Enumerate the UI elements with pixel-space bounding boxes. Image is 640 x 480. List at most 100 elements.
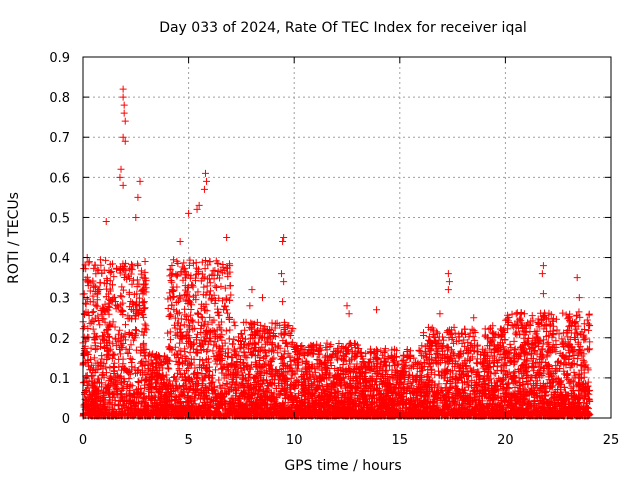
data-point — [342, 350, 350, 358]
data-point — [113, 302, 121, 310]
data-point — [397, 387, 405, 395]
data-point — [530, 396, 538, 404]
data-point — [217, 282, 225, 290]
data-point — [270, 332, 278, 340]
data-point — [302, 357, 310, 365]
data-point — [316, 342, 324, 350]
data-point — [575, 308, 583, 316]
data-point — [231, 322, 239, 330]
data-point — [220, 266, 228, 274]
data-point — [174, 360, 182, 368]
data-point — [106, 296, 114, 304]
data-point — [494, 387, 502, 395]
data-point — [261, 369, 269, 377]
data-point — [438, 387, 446, 395]
data-point — [121, 378, 129, 386]
data-point — [211, 282, 219, 290]
data-point — [186, 322, 194, 330]
data-point — [168, 278, 176, 286]
data-point — [89, 325, 97, 333]
data-point — [116, 350, 124, 358]
data-point — [516, 330, 524, 338]
data-point — [398, 393, 406, 401]
data-point — [197, 313, 205, 321]
data-point — [419, 331, 427, 339]
data-point — [106, 320, 114, 328]
data-point — [194, 318, 202, 326]
data-point — [98, 355, 106, 363]
data-point — [126, 354, 134, 362]
data-point — [132, 330, 140, 338]
data-point — [586, 338, 594, 346]
data-point — [226, 326, 234, 334]
data-point — [500, 343, 508, 351]
data-point — [317, 376, 325, 384]
data-point — [390, 345, 398, 353]
data-point — [336, 377, 344, 385]
data-point — [291, 384, 299, 392]
data-point — [449, 350, 457, 358]
data-point — [189, 281, 197, 289]
data-point — [180, 259, 188, 267]
data-point — [355, 401, 363, 409]
data-point — [367, 345, 375, 353]
data-point — [101, 388, 109, 396]
data-point — [230, 318, 238, 326]
data-point — [173, 299, 181, 307]
data-point — [568, 377, 576, 385]
data-point — [466, 329, 474, 337]
data-point — [128, 280, 136, 288]
data-point — [489, 362, 497, 370]
data-point — [542, 358, 550, 366]
data-point — [86, 287, 94, 295]
data-point — [91, 261, 99, 269]
data-point — [386, 395, 394, 403]
data-point — [181, 345, 189, 353]
data-point — [575, 371, 583, 379]
data-point — [194, 310, 202, 318]
data-point — [526, 377, 534, 385]
data-point — [346, 360, 354, 368]
data-point — [570, 368, 578, 376]
data-point — [90, 354, 98, 362]
data-point — [153, 386, 161, 394]
data-point — [201, 265, 209, 273]
data-point — [348, 356, 356, 364]
data-point — [189, 325, 197, 333]
data-point — [543, 387, 551, 395]
data-point — [255, 338, 263, 346]
data-point — [166, 266, 174, 274]
data-point — [105, 267, 113, 275]
data-point — [182, 331, 190, 339]
data-point — [484, 372, 492, 380]
data-point — [480, 368, 488, 376]
data-point — [378, 351, 386, 359]
data-point — [425, 360, 433, 368]
data-point — [208, 294, 216, 302]
data-point — [165, 365, 173, 373]
data-point — [132, 386, 140, 394]
data-point — [117, 306, 125, 314]
data-point — [201, 393, 209, 401]
data-point — [232, 348, 240, 356]
data-point — [433, 328, 441, 336]
data-point — [475, 372, 483, 380]
data-point — [164, 304, 172, 312]
data-point — [367, 348, 375, 356]
data-point — [204, 346, 212, 354]
data-point — [527, 354, 535, 362]
data-point — [86, 320, 94, 328]
data-point — [168, 387, 176, 395]
data-point — [510, 349, 518, 357]
data-point — [229, 369, 237, 377]
data-point — [508, 322, 516, 330]
data-point — [514, 321, 522, 329]
data-point — [212, 283, 220, 291]
data-point — [434, 383, 442, 391]
data-point — [127, 297, 135, 305]
data-point — [528, 312, 536, 320]
data-point — [198, 322, 206, 330]
data-point — [119, 286, 127, 294]
data-point — [105, 389, 113, 397]
data-point — [197, 346, 205, 354]
